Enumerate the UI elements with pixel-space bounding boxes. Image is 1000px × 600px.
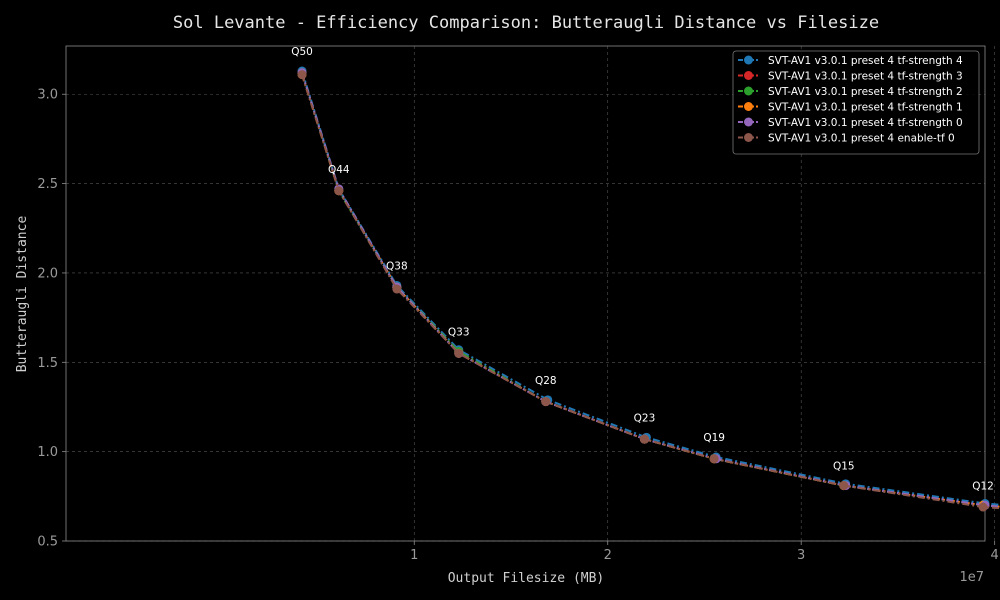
legend-item: SVT-AV1 v3.0.1 preset 4 tf-strength 1 xyxy=(738,101,963,113)
data-point xyxy=(454,348,464,358)
legend-box xyxy=(732,50,980,155)
y-tick-label: 0.5 xyxy=(37,535,58,550)
legend-swatch-marker xyxy=(744,102,753,111)
plot-frame xyxy=(65,45,986,542)
legend-swatch-marker xyxy=(744,71,753,80)
x-axis-exponent: 1e7 xyxy=(959,570,984,585)
series-5 xyxy=(297,70,1000,512)
x-tick-label: 1 xyxy=(410,548,418,563)
legend-label: SVT-AV1 v3.0.1 preset 4 enable-tf 0 xyxy=(768,132,955,144)
series-line xyxy=(301,74,1000,510)
legend-label: SVT-AV1 v3.0.1 preset 4 tf-strength 1 xyxy=(768,101,963,113)
grid xyxy=(66,46,995,542)
legend-swatch-marker xyxy=(744,133,753,142)
legend: SVT-AV1 v3.0.1 preset 4 tf-strength 4 SVT… xyxy=(732,50,980,155)
quality-label: Q23 xyxy=(634,412,656,424)
x-tick-label: 4 xyxy=(991,548,999,563)
data-point xyxy=(978,502,988,512)
legend-item: SVT-AV1 v3.0.1 preset 4 tf-strength 2 xyxy=(738,86,963,98)
legend-label: SVT-AV1 v3.0.1 preset 4 tf-strength 2 xyxy=(768,86,963,98)
legend-item: SVT-AV1 v3.0.1 preset 4 tf-strength 3 xyxy=(738,70,963,82)
annotations: Q50Q44Q38Q33Q28Q23Q19Q15Q12Q10 xyxy=(291,46,994,492)
data-point xyxy=(334,186,344,196)
x-axis-label: Output Filesize (MB) xyxy=(448,571,605,586)
legend-swatch-marker xyxy=(744,86,753,96)
series-layer xyxy=(297,66,1000,512)
data-point xyxy=(541,397,551,407)
data-point xyxy=(392,284,402,294)
y-axis-label: Butteraugli Distance xyxy=(15,216,30,373)
quality-label: Q44 xyxy=(328,164,350,176)
legend-label: SVT-AV1 v3.0.1 preset 4 tf-strength 3 xyxy=(768,70,963,82)
quality-label: Q12 xyxy=(972,480,994,492)
data-point xyxy=(297,70,307,80)
quality-label: Q50 xyxy=(291,46,313,58)
quality-label: Q33 xyxy=(448,327,470,339)
quality-label: Q15 xyxy=(833,461,855,473)
y-tick-label: 1.5 xyxy=(37,356,58,371)
y-tick-label: 1.0 xyxy=(37,445,58,460)
data-point xyxy=(709,454,719,464)
legend-swatch-marker xyxy=(744,117,753,127)
x-tick-label: 3 xyxy=(797,548,805,563)
data-point xyxy=(639,434,649,444)
legend-item: SVT-AV1 v3.0.1 preset 4 tf-strength 4 xyxy=(738,55,963,67)
x-tick-label: 2 xyxy=(604,548,612,563)
chart-title: Sol Levante - Efficiency Comparison: But… xyxy=(173,13,879,33)
y-tick-label: 3.0 xyxy=(37,88,58,103)
quality-label: Q28 xyxy=(535,375,557,387)
quality-label: Q19 xyxy=(703,432,725,444)
legend-item: SVT-AV1 v3.0.1 preset 4 tf-strength 0 xyxy=(738,117,963,129)
y-tick-label: 2.0 xyxy=(37,266,58,281)
series-line xyxy=(301,70,1000,506)
y-tick-label: 2.5 xyxy=(37,177,58,192)
legend-swatch-marker xyxy=(744,55,753,65)
data-point xyxy=(839,481,849,491)
legend-label: SVT-AV1 v3.0.1 preset 4 tf-strength 0 xyxy=(768,117,963,129)
legend-label: SVT-AV1 v3.0.1 preset 4 tf-strength 4 xyxy=(768,55,963,67)
quality-label: Q38 xyxy=(386,260,408,272)
axis-ticks: 1 2 3 4 0.5 1.0 1.5 2.0 2.5 3.0 xyxy=(37,88,999,563)
legend-item: SVT-AV1 v3.0.1 preset 4 enable-tf 0 xyxy=(738,132,955,144)
